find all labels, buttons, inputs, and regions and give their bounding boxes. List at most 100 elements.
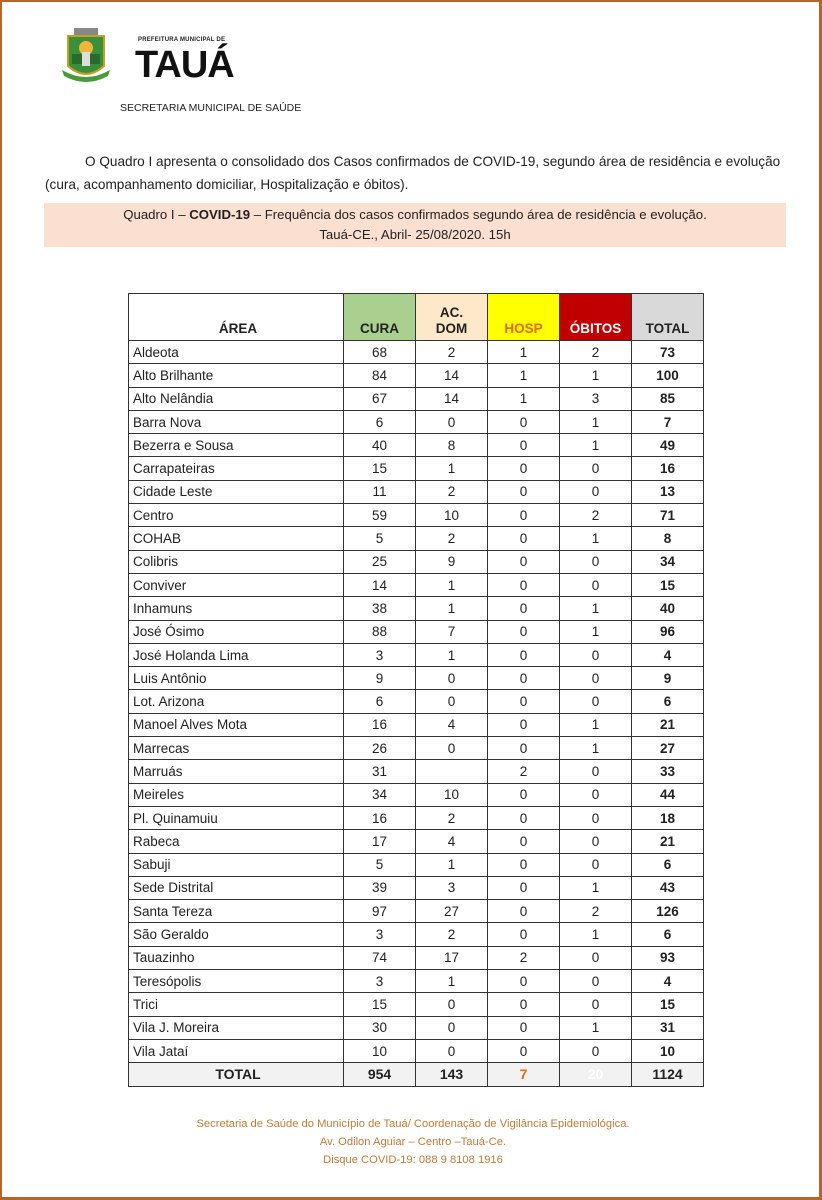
cell-cura: 39 [343,875,416,901]
header-obitos: ÓBITOS [559,293,632,341]
cell-total: 93 [631,945,704,971]
cell-hosp: 0 [487,1038,560,1064]
cell-cura: 3 [343,922,416,947]
table-row: Aldeota 68 2 1 2 73 [128,339,704,365]
header-hosp: HOSP [487,293,560,341]
cell-cura: 26 [343,736,416,761]
totals-row: TOTAL 954 143 7 20 1124 [128,1062,704,1087]
cell-area: Meireles [128,782,344,807]
cell-obitos: 1 [559,409,632,435]
caption-prefix: Quadro I – [123,207,190,222]
cell-total: 18 [631,805,704,831]
cell-area: Conviver [128,572,344,598]
cell-ac-dom: 9 [415,549,488,574]
cell-cura: 6 [343,689,416,714]
cell-cura: 84 [343,363,416,388]
table-row: Meireles 34 10 0 0 44 [128,782,704,807]
table-caption: Quadro I – COVID-19 – Frequência dos cas… [44,203,786,247]
cell-ac-dom: 2 [415,479,488,505]
municipal-coat-of-arms-logo [62,28,110,82]
cell-ac-dom: 1 [415,456,488,481]
cell-area: Centro [128,503,344,528]
table-row: Conviver 14 1 0 0 15 [128,572,704,598]
cell-ac-dom: 0 [415,736,488,761]
cell-hosp: 0 [487,782,560,807]
cell-area: Aldeota [128,339,344,365]
brand-subtitle: PREFEITURA MUNICIPAL DE [138,37,226,43]
cell-obitos: 3 [559,386,632,411]
header-ac-dom: AC. DOM [415,293,488,341]
cell-hosp: 0 [487,875,560,901]
footer-line-2: Av. Odilon Aguiar – Centro –Tauá-Ce. [319,1136,507,1148]
cell-hosp: 0 [487,572,560,598]
table-row: Santa Tereza 97 27 0 2 126 [128,899,704,924]
cell-area: José Ósimo [128,619,344,644]
cell-hosp: 1 [487,386,560,411]
cell-area: Carrapateiras [128,456,344,481]
table-row: Centro 59 10 0 2 71 [128,503,704,528]
cell-cura: 15 [343,456,416,481]
totals-cura: 954 [343,1062,416,1087]
cell-hosp: 0 [487,852,560,877]
cell-area: Lot. Arizona [128,689,344,714]
totals-ac-dom: 143 [415,1062,488,1087]
cell-hosp: 0 [487,1015,560,1040]
cell-cura: 67 [343,386,416,411]
cell-hosp: 0 [487,992,560,1017]
cell-ac-dom: 17 [415,945,488,971]
cell-hosp: 0 [487,712,560,738]
cell-ac-dom: 1 [415,969,488,994]
table-row: Trici 15 0 0 0 15 [128,992,704,1017]
table-row: Sabuji 5 1 0 0 6 [128,852,704,877]
cell-area: Colibris [128,549,344,574]
cell-cura: 88 [343,619,416,644]
cell-obitos: 1 [559,1015,632,1040]
cell-ac-dom: 0 [415,689,488,714]
header-total: TOTAL [631,293,704,341]
header-area: ÁREA [128,293,344,341]
table-row: Barra Nova 6 0 0 1 7 [128,409,704,435]
table-row: Lot. Arizona 6 0 0 0 6 [128,689,704,714]
cell-area: Vila Jataí [128,1038,344,1064]
cell-hosp: 0 [487,969,560,994]
cell-obitos: 1 [559,433,632,458]
footer-line-3: Disque COVID-19: 088 9 8108 1916 [323,1154,503,1166]
cell-obitos: 0 [559,969,632,994]
cell-obitos: 1 [559,619,632,644]
cell-obitos: 0 [559,852,632,877]
cell-area: Alto Brilhante [128,363,344,388]
footer-line-1: Secretaria de Saúde do Município de Tauá… [196,1118,630,1130]
cell-area: Sabuji [128,852,344,877]
cell-total: 44 [631,782,704,807]
table-row: Vila J. Moreira 30 0 0 1 31 [128,1015,704,1040]
cell-obitos: 0 [559,689,632,714]
cell-cura: 5 [343,526,416,551]
cell-cura: 9 [343,666,416,691]
cell-obitos: 0 [559,945,632,971]
cell-ac-dom: 0 [415,666,488,691]
cell-cura: 6 [343,409,416,435]
cell-area: Vila J. Moreira [128,1015,344,1040]
cell-total: 31 [631,1015,704,1040]
cell-cura: 3 [343,642,416,668]
table-row: José Holanda Lima 3 1 0 0 4 [128,642,704,668]
cell-ac-dom: 2 [415,339,488,365]
caption-suffix: – Frequência dos casos confirmados segun… [250,207,707,222]
cell-cura: 5 [343,852,416,877]
cell-area: Trici [128,992,344,1017]
cell-hosp: 0 [487,899,560,924]
cell-cura: 59 [343,503,416,528]
cell-total: 85 [631,386,704,411]
header-cura: CURA [343,293,416,341]
cell-area: Barra Nova [128,409,344,435]
cell-total: 8 [631,526,704,551]
cell-hosp: 0 [487,922,560,947]
table-row: Luis Antônio 9 0 0 0 9 [128,666,704,691]
cell-cura: 16 [343,712,416,738]
cell-ac-dom: 8 [415,433,488,458]
cell-area: Santa Tereza [128,899,344,924]
cell-area: Tauazinho [128,945,344,971]
cell-total: 16 [631,456,704,481]
cell-area: Manoel Alves Mota [128,712,344,738]
cell-total: 21 [631,829,704,854]
